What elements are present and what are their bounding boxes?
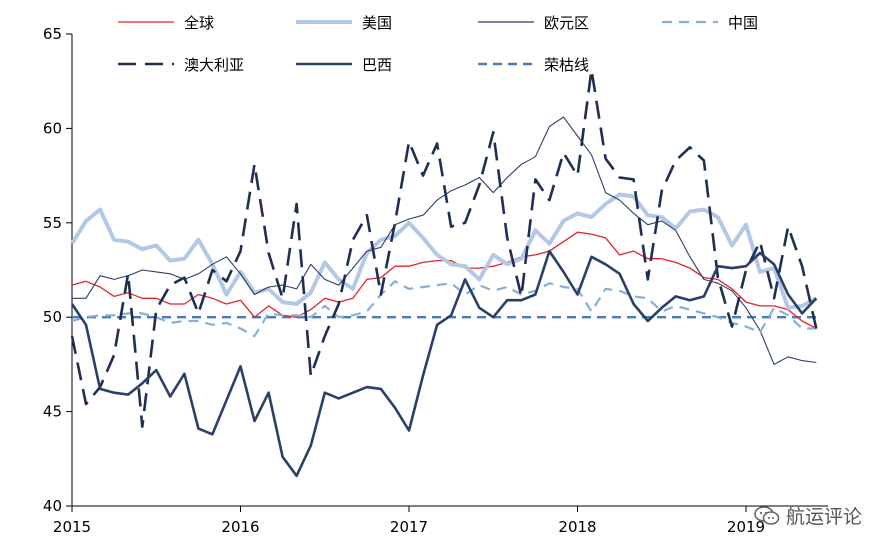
series-line-6 — [70, 249, 818, 478]
legend-item-5: 澳大利亚 — [118, 56, 244, 74]
series-line-4 — [71, 280, 817, 338]
legend-item-7: 荣枯线 — [478, 56, 589, 74]
chat-bubble-icon — [754, 505, 780, 525]
series-line-2 — [70, 192, 818, 310]
y-tick-label: 50 — [43, 308, 62, 326]
legend-label: 中国 — [728, 14, 758, 32]
legend-label: 美国 — [362, 14, 392, 32]
legend-item-3: 欧元区 — [478, 14, 589, 32]
plot-lines — [70, 68, 818, 478]
legend-label: 全球 — [184, 14, 214, 32]
y-tick-label: 40 — [43, 497, 62, 515]
x-tick-label: 2019 — [727, 518, 765, 536]
x-tick-label: 2017 — [390, 518, 428, 536]
y-tick-label: 60 — [43, 119, 62, 137]
legend-label: 荣枯线 — [544, 56, 589, 74]
legend-label: 巴西 — [362, 56, 392, 74]
legend-label: 欧元区 — [544, 14, 589, 32]
legend-item-6: 巴西 — [296, 56, 392, 74]
x-tick-label: 2016 — [221, 518, 259, 536]
watermark: 航运评论 — [754, 502, 862, 529]
y-tick-label: 65 — [43, 25, 62, 43]
series-line-3 — [72, 116, 817, 365]
series-line-5 — [70, 68, 818, 429]
legend-item-1: 全球 — [118, 14, 214, 32]
watermark-logo-text: 航运评论 — [785, 506, 862, 528]
x-tick-label: 2015 — [53, 518, 91, 536]
x-tick-label: 2018 — [558, 518, 596, 536]
legend-label: 澳大利亚 — [184, 56, 244, 74]
legend-item-2: 美国 — [296, 14, 392, 32]
y-tick-label: 55 — [43, 214, 62, 232]
legend-item-4: 中国 — [662, 14, 758, 32]
axes: 40 45 50 55 60 65 2015 2016 2017 2018 2019 — [43, 25, 828, 536]
y-tick-label: 45 — [43, 403, 62, 421]
